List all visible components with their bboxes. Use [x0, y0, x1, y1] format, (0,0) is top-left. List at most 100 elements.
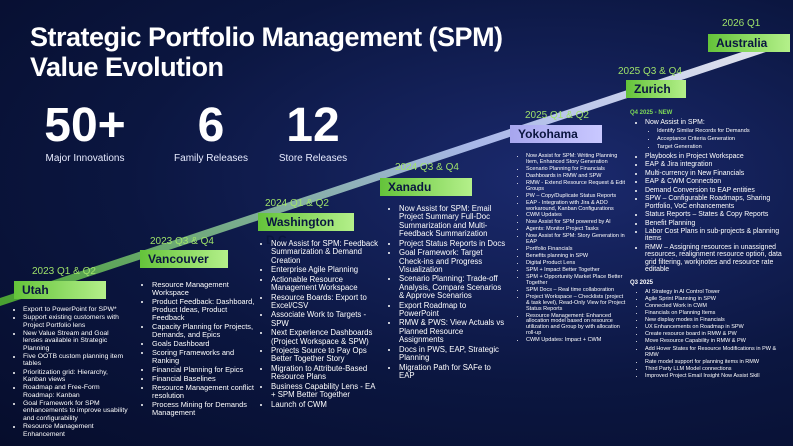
- feature-item: Now Assist for SPM: Email Project Summar…: [399, 204, 508, 239]
- feature-item: Demand Conversion to EAP entities: [645, 187, 790, 194]
- feature-list: Now Assist for SPM: Email Project Summar…: [390, 204, 508, 381]
- feature-item: Associate Work to Targets - SPW: [271, 311, 380, 328]
- feature-item: Goal Framework for SPM enhancements to i…: [23, 400, 130, 422]
- feature-item: SPW – Configurable Roadmaps, Sharing Por…: [645, 195, 790, 210]
- feature-item: Scenario Planning for Financials: [526, 166, 627, 173]
- feature-item: Docs in PWS, EAP, Strategic Planning: [399, 345, 508, 363]
- feature-item: Actionable Resource Management Workspace: [271, 275, 380, 293]
- feature-item: Resource Boards: Export to Excel/CSV: [271, 293, 380, 311]
- feature-item: Now Assist for SPM powered by AI: [526, 219, 627, 226]
- feature-item: EAP & CWM Connection: [645, 178, 790, 185]
- feature-list: AI Strategy in AI Control TowerAgile Spr…: [636, 289, 790, 379]
- release-name: Utah: [14, 281, 106, 299]
- release-features: Export to PowerPoint for SPW*Support exi…: [14, 306, 130, 439]
- release-period: 2026 Q1: [722, 18, 761, 29]
- feature-item: Projects Source to Pay Ops Better Togeth…: [271, 346, 380, 364]
- feature-item: UX Enhancements on Roadmap in SPW: [645, 324, 790, 330]
- stat-label: Major Innovations: [45, 153, 125, 164]
- sub-item: Identify Similar Records for Demands: [657, 128, 790, 135]
- feature-item: Process Mining for Demands Management: [152, 400, 257, 417]
- feature-item: AI Strategy in AI Control Tower: [645, 289, 790, 295]
- feature-item: Migration Path for SAFe to EAP: [399, 363, 508, 381]
- feature-item: Financial Baselines: [152, 374, 257, 383]
- release-features: Now Assist for SPM: Email Project Summar…: [390, 204, 508, 381]
- feature-list: Resource Management WorkspaceProduct Fee…: [143, 281, 257, 417]
- feature-item: Connected Work in CWM: [645, 303, 790, 309]
- feature-item: Status Reports – States & Copy Reports: [645, 211, 790, 218]
- feature-item: RMW – Assigning resources in unassigned …: [645, 244, 790, 274]
- release-period: 2025 Q1 & Q2: [525, 110, 589, 121]
- feature-item: Resource Management Workspace: [152, 281, 257, 297]
- feature-item: CWM Updates: Impact + CWM: [526, 337, 627, 344]
- feature-item: Resource Management Enhancement: [23, 423, 130, 438]
- feature-item: Goals Dashboard: [152, 339, 257, 348]
- feature-item: EAP & Jira integration: [645, 161, 790, 168]
- feature-item: Agents: Monitor Project Tasks: [526, 226, 627, 233]
- feature-item: Create resource board in RMW & PW: [645, 331, 790, 337]
- feature-item: Playbooks in Project Workspace: [645, 153, 790, 160]
- release-period: 2024 Q3 & Q4: [395, 162, 459, 173]
- release-name: Zurich: [626, 80, 686, 98]
- feature-item: Project Status Reports in Docs: [399, 239, 508, 248]
- feature-item: Labor Cost Plans in sub-projects & plann…: [645, 228, 790, 243]
- feature-item: Financial Planning for Epics: [152, 365, 257, 374]
- feature-item: Goal Framework: Target Check-ins and Pro…: [399, 248, 508, 274]
- stat-label: Store Releases: [278, 153, 348, 164]
- release-period: 2024 Q1 & Q2: [265, 198, 329, 209]
- feature-item: Third Party LLM Model connections: [645, 366, 790, 372]
- feature-item: SPM + Opportunity Market Place Better To…: [526, 274, 627, 287]
- feature-item: Resource Management conflict resolution: [152, 383, 257, 400]
- feature-item: Now Assist in SPM:: [645, 119, 790, 126]
- feature-item: Improved Project Email Insight Now Assis…: [645, 373, 790, 379]
- feature-item: Multi-currency in New Financials: [645, 170, 790, 177]
- feature-item: Rate model support for planning items in…: [645, 359, 790, 365]
- release-name: Washington D.C: [258, 213, 354, 247]
- feature-list: Now Assist in SPM: Identify Similar Recor…: [636, 119, 790, 273]
- release-features: Q4 2025 - NEW Now Assist in SPM: Identify …: [630, 110, 790, 380]
- feature-item: EAP - Integration with Jira & ADO workar…: [526, 200, 627, 213]
- sub-item: Acceptance Criteria Generation: [657, 136, 790, 143]
- sub-item: Target Generation: [657, 144, 790, 151]
- feature-item: Migration to Attribute-Based Resource Pl…: [271, 364, 380, 382]
- feature-item: Scoring Frameworks and Ranking: [152, 348, 257, 365]
- diagonal-line: [0, 36, 790, 306]
- stat-label: Family Releases: [174, 153, 248, 164]
- feature-item: Roadmap and Free-Form Roadmap: Kanban: [23, 384, 130, 399]
- feature-item: SPM + Impact Better Together: [526, 267, 627, 274]
- feature-list: Now Assist for SPM: Feedback Summarizati…: [262, 239, 380, 409]
- feature-item: Portfolio Financials: [526, 246, 627, 253]
- feature-item: RMW - Extend Resource Request & Edit Gro…: [526, 180, 627, 193]
- release-name: Australia: [708, 34, 790, 52]
- feature-item: Export Roadmap to PowerPoint: [399, 301, 508, 319]
- feature-item: Move Resource Capability in RMW & PW: [645, 338, 790, 344]
- release-features: Now Assist for SPM: Feedback Summarizati…: [262, 239, 380, 410]
- title: Strategic Portfolio Management (SPM): [30, 22, 503, 52]
- feature-item: Now Assist for SPM: Story Generation in …: [526, 233, 627, 246]
- feature-item: RMW & PWS: View Actuals vs Planned Resou…: [399, 319, 508, 344]
- feature-item: Now Assist for SPM: Feedback Summarizati…: [271, 239, 380, 265]
- feature-item: Launch of CWM: [271, 400, 380, 409]
- feature-item: Benefit Planning: [645, 220, 790, 227]
- feature-item: Next Experience Dashboards (Project Work…: [271, 329, 380, 346]
- feature-list: Now Assist for SPM: Writing Planning Ite…: [517, 153, 627, 344]
- feature-item: Project Workspace – Checklists (project …: [526, 294, 627, 313]
- feature-item: Five OOTB custom planning item tables: [23, 353, 130, 368]
- feature-item: Enterprise Agile Planning: [271, 265, 380, 274]
- release-period: 2025 Q3 & Q4: [618, 66, 682, 77]
- feature-item: Agile Sprint Planning in SPW: [645, 296, 790, 302]
- feature-item: Digital Product Lens: [526, 260, 627, 267]
- section-heading: Q4 2025 - NEW: [630, 110, 673, 116]
- feature-item: Capacity Planning for Projects, Demands,…: [152, 322, 257, 339]
- stat-value: 12: [286, 99, 340, 152]
- release-period: 2023 Q1 & Q2: [32, 266, 96, 277]
- feature-item: Prioritization grid: Hierarchy, Kanban v…: [23, 369, 130, 384]
- release-features: Now Assist for SPM: Writing Planning Ite…: [517, 153, 627, 345]
- feature-item: Now Assist for SPM: Writing Planning Ite…: [526, 153, 627, 166]
- feature-item: Add Hover States for Resource Modificati…: [645, 346, 790, 358]
- feature-item: Scenario Planning: Trade-off Analysis, C…: [399, 275, 508, 300]
- feature-list: Export to PowerPoint for SPW*Support exi…: [14, 306, 130, 438]
- feature-item: Dashboards in RMW and SPW: [526, 173, 627, 180]
- feature-item: SPM Docs – Real time collaboration: [526, 287, 627, 294]
